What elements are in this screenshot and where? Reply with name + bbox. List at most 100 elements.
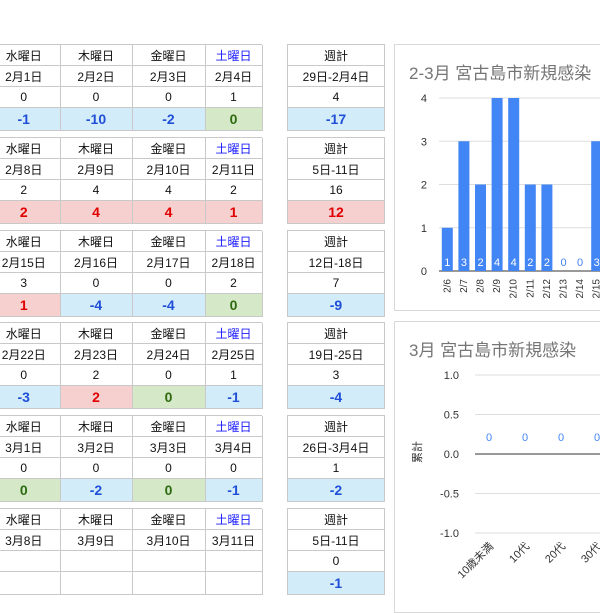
day-header: 金曜日 [132, 231, 206, 252]
weekly-header: 週計 [288, 138, 385, 159]
daily-table: 水曜日 木曜日 金曜日 土曜日 2月22日 2月23日 2月24日 2月25日 0 2 0 1 -3 2 0… [0, 322, 263, 409]
day-diff [60, 571, 133, 595]
day-header: 水曜日 [0, 509, 61, 530]
day-header: 金曜日 [132, 138, 206, 159]
weekly-range: 12日-18日 [288, 251, 385, 273]
day-header: 水曜日 [0, 231, 61, 252]
weekly-total-table: 週計 26日-3月4日 1 -2 [287, 415, 385, 502]
day-count: 0 [0, 364, 61, 386]
x-tick-label: 2/15 [592, 279, 600, 299]
bar [524, 184, 536, 271]
day-count: 0 [205, 457, 263, 479]
weekly-total-table: 週計 12日-18日 7 -9 [287, 230, 385, 317]
day-count: 3 [0, 272, 61, 294]
day-date: 3月8日 [0, 529, 61, 551]
x-tick-label: 2/12 [542, 279, 553, 299]
day-diff: 0 [132, 478, 206, 502]
weekly-diff: -9 [288, 293, 385, 317]
day-diff: -10 [60, 107, 133, 131]
weekly-header: 週計 [288, 416, 385, 437]
day-diff: -4 [132, 293, 206, 317]
x-tick-label: 10歳未満 [455, 540, 496, 581]
x-tick-label: 10代 [506, 540, 532, 566]
y-tick-label: 0.5 [444, 410, 459, 422]
day-header: 土曜日 [205, 138, 263, 159]
day-diff [205, 571, 263, 595]
day-count [60, 550, 133, 572]
day-count: 4 [60, 179, 133, 201]
y-tick-label: -0.5 [440, 489, 459, 501]
weekly-diff: -17 [288, 107, 385, 131]
day-date: 2月9日 [60, 158, 133, 180]
day-date: 2月23日 [60, 343, 133, 365]
day-diff: -2 [132, 107, 206, 131]
data-label: 2 [477, 257, 483, 269]
day-diff: -1 [205, 478, 263, 502]
day-count: 0 [60, 86, 133, 108]
weekly-range: 26日-3月4日 [288, 436, 385, 458]
day-diff: 0 [205, 107, 263, 131]
day-count: 4 [132, 179, 206, 201]
day-date: 2月24日 [132, 343, 206, 365]
weekly-count: 0 [288, 550, 385, 572]
x-tick-label: 2/6 [442, 279, 453, 293]
weekly-range: 19日-25日 [288, 343, 385, 365]
data-label: 4 [511, 257, 517, 269]
x-tick-label: 2/13 [559, 279, 570, 299]
day-diff [0, 571, 61, 595]
day-header: 土曜日 [205, 323, 263, 344]
day-header: 土曜日 [205, 231, 263, 252]
day-date: 2月10日 [132, 158, 206, 180]
day-header: 水曜日 [0, 416, 61, 437]
bar [458, 141, 470, 271]
bar-chart-age: -1.0 -0.5 0.0 0.5 1.0 累計 0 10歳未満 0 10代 0 20代 0 30代 [410, 370, 600, 581]
day-date: 2月2日 [60, 65, 133, 87]
weekly-diff: -2 [288, 478, 385, 502]
day-header: 金曜日 [132, 509, 206, 530]
day-diff: -3 [0, 385, 61, 409]
weekly-count: 16 [288, 179, 385, 201]
weekly-diff: -4 [288, 385, 385, 409]
day-count: 0 [60, 457, 133, 479]
chart-title: 3月 宮古島市新規感染 [409, 341, 577, 360]
day-count [132, 550, 206, 572]
x-tick-label: 2/10 [509, 279, 520, 299]
day-diff: 0 [132, 385, 206, 409]
day-date: 3月4日 [205, 436, 263, 458]
day-count: 0 [132, 364, 206, 386]
bar [491, 98, 503, 271]
day-date: 3月2日 [60, 436, 133, 458]
weekly-range: 5日-11日 [288, 158, 385, 180]
day-date: 2月18日 [205, 251, 263, 273]
x-tick-label: 2/8 [476, 279, 487, 293]
day-count: 0 [60, 272, 133, 294]
day-count: 1 [205, 86, 263, 108]
weekly-header: 週計 [288, 323, 385, 344]
daily-table: 水曜日 木曜日 金曜日 土曜日 3月8日 3月9日 3月10日 3月11日 [0, 508, 263, 595]
day-count: 0 [0, 457, 61, 479]
day-count: 0 [132, 457, 206, 479]
bar [541, 184, 553, 271]
day-header: 木曜日 [60, 416, 133, 437]
day-header: 金曜日 [132, 323, 206, 344]
weekly-diff: -1 [288, 571, 385, 595]
x-tick-label: 2/11 [525, 279, 536, 298]
daily-table: 水曜日 木曜日 金曜日 土曜日 2月8日 2月9日 2月10日 2月11日 2 4 4 2 2 4 4 1 [0, 137, 263, 224]
data-label: 0 [486, 432, 492, 444]
day-diff: 4 [132, 200, 206, 224]
weekly-count: 7 [288, 272, 385, 294]
data-label: 3 [461, 257, 467, 269]
day-date: 2月3日 [132, 65, 206, 87]
y-tick-label: -1.0 [440, 528, 459, 540]
data-label: 4 [494, 257, 500, 269]
day-count: 2 [60, 364, 133, 386]
day-header: 土曜日 [205, 416, 263, 437]
y-tick-label: 2 [421, 180, 427, 192]
day-diff: -4 [60, 293, 133, 317]
data-label: 0 [577, 257, 583, 269]
weekly-count: 3 [288, 364, 385, 386]
day-header: 土曜日 [205, 509, 263, 530]
x-tick-label: 2/9 [492, 279, 503, 293]
day-header: 水曜日 [0, 323, 61, 344]
data-label: 0 [558, 432, 564, 444]
